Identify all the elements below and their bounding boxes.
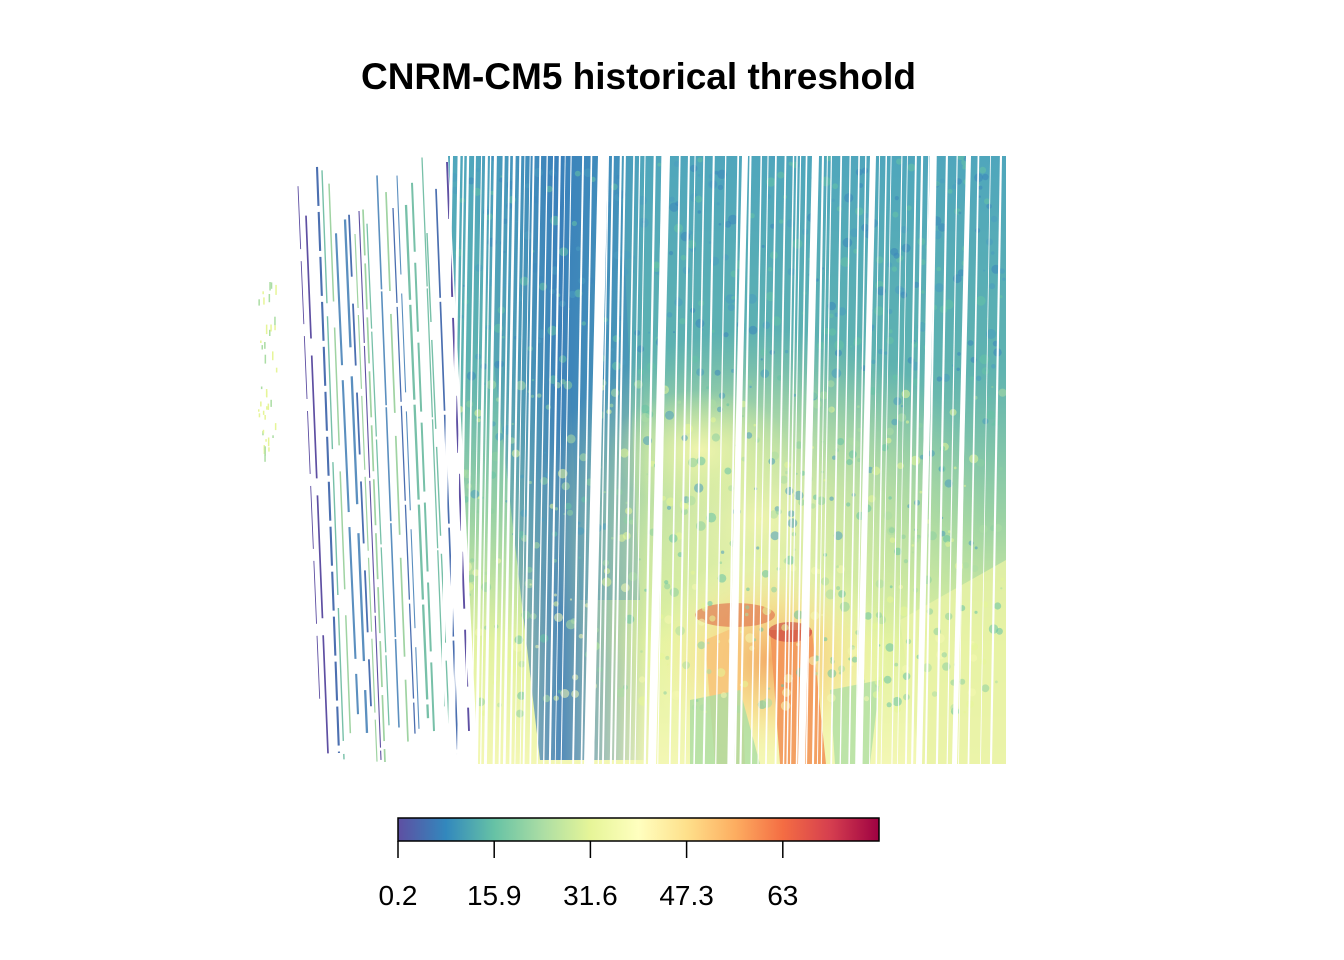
legend-tick-label: 0.2 <box>378 880 418 911</box>
legend-tick-label: 31.6 <box>563 880 618 911</box>
legend-colorbar <box>397 817 880 842</box>
map-title: CNRM-CM5 historical threshold <box>360 56 917 97</box>
legend-tick-label: 47.3 <box>659 880 714 911</box>
color-legend <box>397 817 880 858</box>
legend-tick-label: 63 <box>767 880 799 911</box>
raster-field <box>296 156 1006 764</box>
legend-tick-label: 15.9 <box>466 880 522 911</box>
